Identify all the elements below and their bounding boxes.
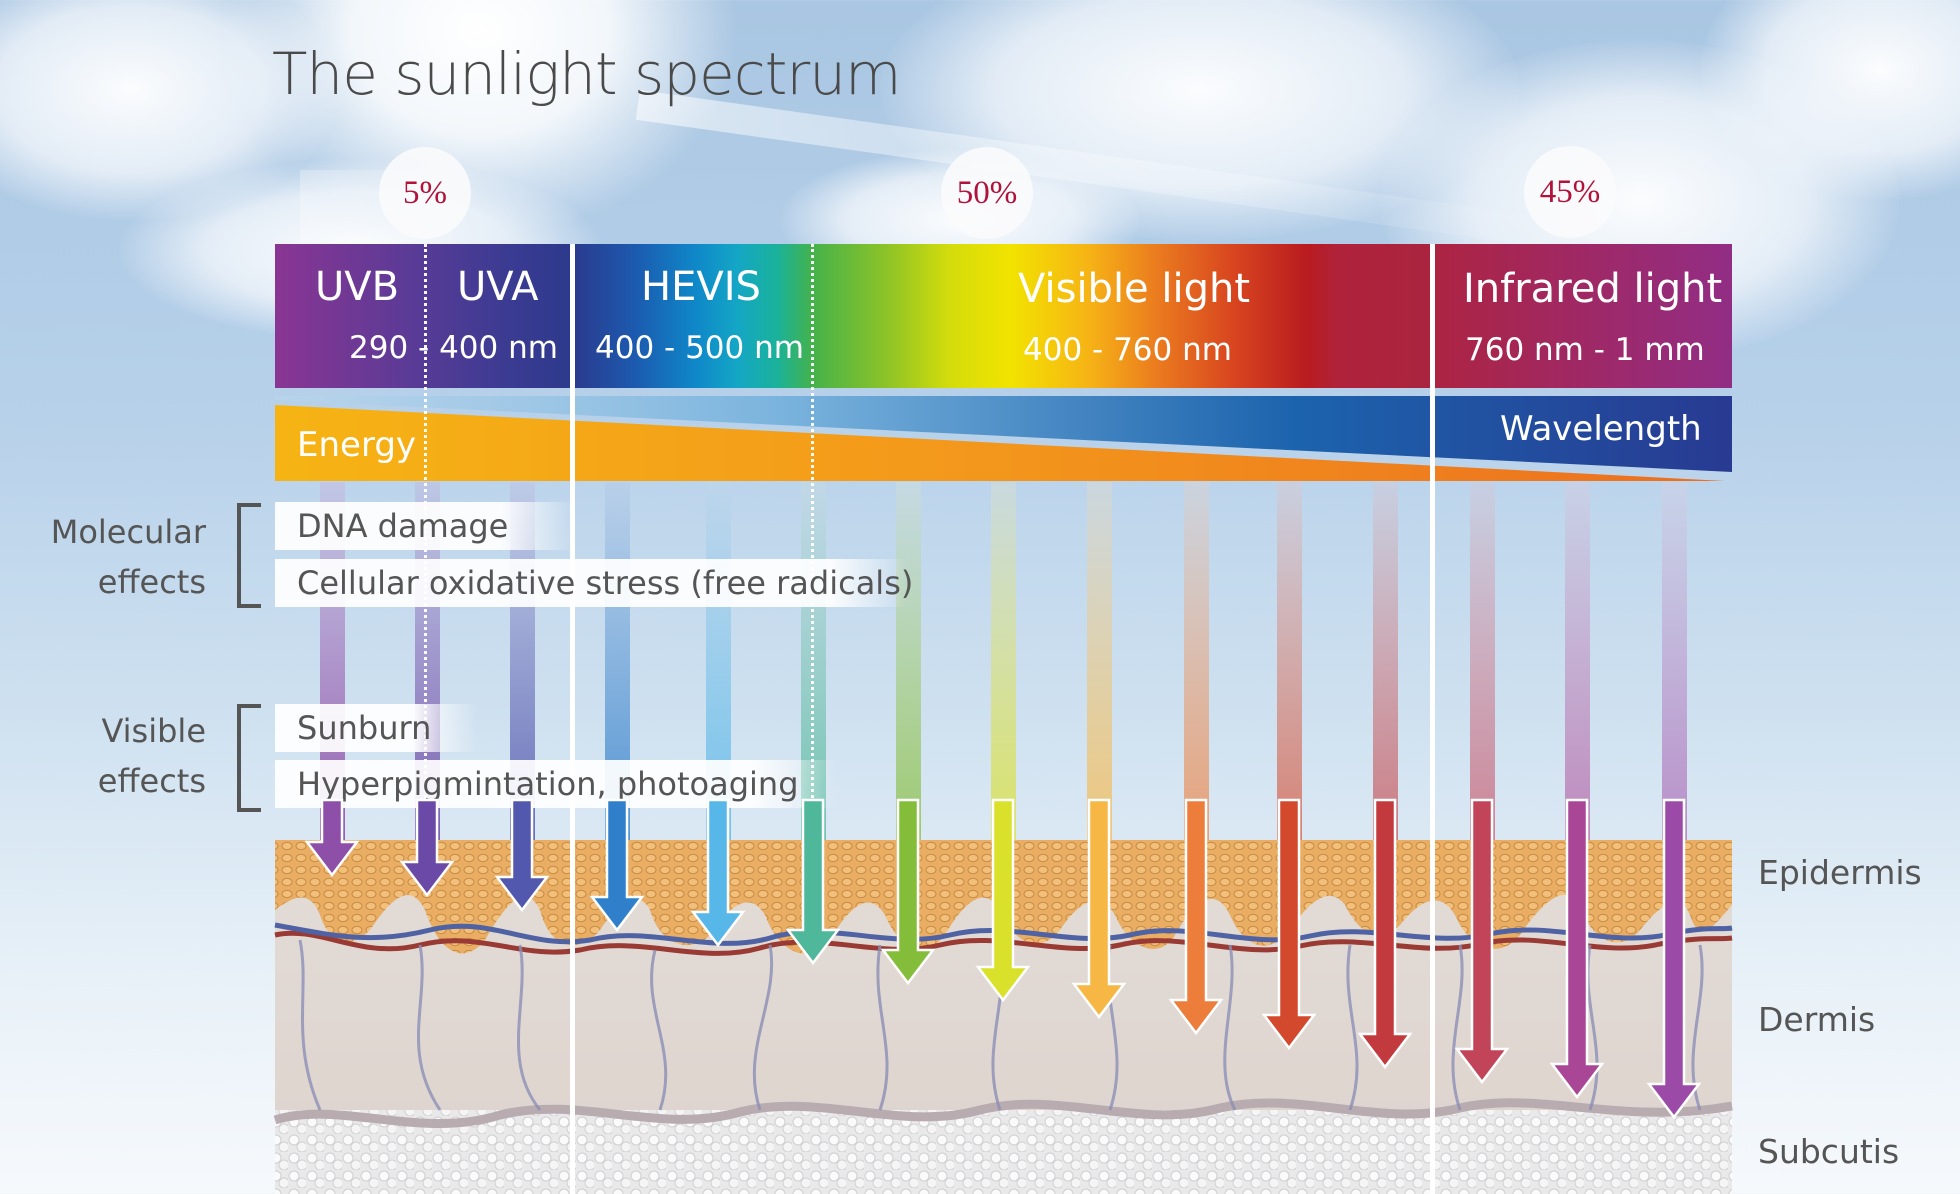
visible-band: Visible light 400 - 760 nm bbox=[813, 244, 1430, 388]
yellow-arrow-icon bbox=[975, 798, 1031, 1003]
energy-wedge bbox=[275, 405, 1725, 481]
red-arrow-icon bbox=[1357, 798, 1413, 1070]
uvb-arrow-icon bbox=[304, 798, 360, 878]
dna-damage-box: DNA damage bbox=[275, 502, 577, 550]
hevis-arrow-1-icon bbox=[589, 798, 645, 933]
dna-damage-text: DNA damage bbox=[297, 507, 509, 545]
infrared-arrow-1-icon bbox=[1454, 798, 1510, 1085]
hevis-arrow-2-icon bbox=[690, 798, 746, 948]
infrared-range: 760 nm - 1 mm bbox=[1465, 332, 1705, 368]
light-orange-arrow-icon bbox=[1071, 798, 1127, 1020]
hevis-visible-dotted-divider bbox=[811, 244, 814, 1194]
uva-label: UVA bbox=[457, 264, 539, 310]
subcutis-layer bbox=[275, 1110, 1732, 1194]
molecular-label-line2: effects bbox=[97, 563, 206, 601]
visible-effects-label: Visible effects bbox=[0, 706, 206, 806]
sunburn-text: Sunburn bbox=[297, 709, 432, 747]
uv-percentage-badge: 5% bbox=[379, 147, 471, 239]
wavelength-label: Wavelength bbox=[1500, 409, 1702, 449]
hevis-band: HEVIS 400 - 500 nm bbox=[575, 244, 813, 388]
visible-infrared-divider-lower bbox=[1430, 840, 1435, 1194]
infrared-label: Infrared light bbox=[1463, 266, 1723, 312]
wavelength-wedge bbox=[275, 396, 1732, 472]
energy-label: Energy bbox=[297, 425, 417, 465]
visible-label-line1: Visible bbox=[101, 712, 206, 750]
hevis-label: HEVIS bbox=[641, 264, 761, 310]
molecular-bracket bbox=[237, 503, 261, 608]
uv-hevis-divider bbox=[570, 244, 575, 1194]
hyperpigmentation-box: Hyperpigmintation, photoaging bbox=[275, 760, 837, 808]
hyperpigmentation-text: Hyperpigmintation, photoaging bbox=[297, 765, 799, 803]
dermis-label: Dermis bbox=[1758, 1000, 1876, 1039]
molecular-effects-label: Molecular effects bbox=[0, 507, 206, 607]
hevis-range: 400 - 500 nm bbox=[595, 330, 804, 366]
uva-arrow-1-icon bbox=[399, 798, 455, 898]
uv-band: UVB UVA 290 - 400 nm bbox=[275, 244, 570, 388]
capillaries bbox=[298, 939, 1704, 1111]
infrared-band: Infrared light 760 nm - 1 mm bbox=[1435, 244, 1732, 388]
oxidative-stress-box: Cellular oxidative stress (free radicals… bbox=[275, 559, 913, 607]
green-arrow-icon bbox=[880, 798, 936, 986]
infrared-arrow-2-icon bbox=[1549, 798, 1605, 1100]
uva-arrow-2-icon bbox=[494, 798, 550, 913]
teal-arrow-icon bbox=[785, 798, 841, 966]
sunburn-box: Sunburn bbox=[275, 704, 477, 752]
page-title: The sunlight spectrum bbox=[272, 40, 901, 108]
oxidative-stress-text: Cellular oxidative stress (free radicals… bbox=[297, 564, 914, 602]
infrared-arrow-3-icon bbox=[1646, 798, 1702, 1120]
visible-label-line2: effects bbox=[97, 762, 206, 800]
infrared-percentage-badge: 45% bbox=[1524, 146, 1616, 238]
red-orange-arrow-icon bbox=[1261, 798, 1317, 1051]
uv-hevis-divider-lower bbox=[570, 840, 575, 1194]
visible-infrared-divider bbox=[1430, 244, 1435, 1194]
epidermis-label: Epidermis bbox=[1758, 853, 1922, 892]
visible-range: 400 - 760 nm bbox=[1023, 332, 1232, 368]
subcutis-label: Subcutis bbox=[1758, 1132, 1900, 1171]
molecular-label-line1: Molecular bbox=[50, 513, 206, 551]
visible-label: Visible light bbox=[1018, 266, 1251, 312]
orange-arrow-icon bbox=[1168, 798, 1224, 1036]
uv-range: 290 - 400 nm bbox=[349, 330, 558, 366]
uvb-label: UVB bbox=[315, 264, 400, 310]
visible-percentage-badge: 50% bbox=[941, 147, 1033, 239]
visible-bracket bbox=[237, 704, 261, 812]
